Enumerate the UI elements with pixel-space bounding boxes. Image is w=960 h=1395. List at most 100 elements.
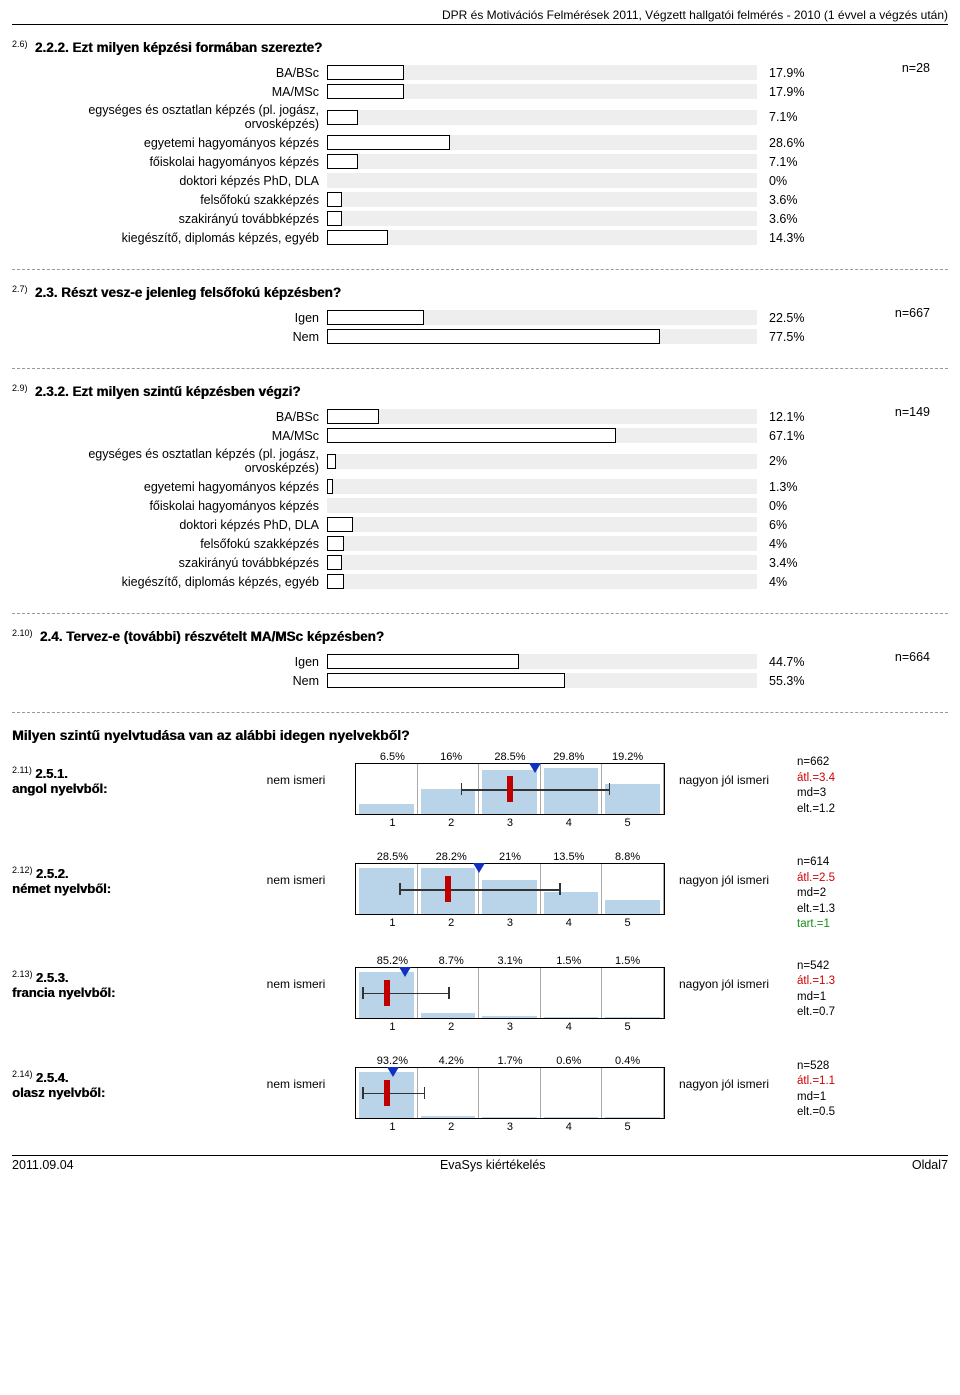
tick-cell: 2 [422,1121,481,1133]
tick-cell: 2 [422,917,481,929]
stat-line: elt.=1.3 [797,902,873,918]
histogram-chart: 28.5%28.2%21%13.5%8.8%12345 [355,851,665,929]
section-title: Milyen szintű nyelvtudása van az alábbi … [12,727,948,743]
mean-marker [399,967,411,977]
bar-label: egységes és osztatlan képzés (pl. jogász… [12,103,327,131]
histogram-column [479,1068,541,1118]
bar-track [327,110,757,125]
footer-left: 2011.09.04 [12,1158,74,1172]
bar-row: szakirányú továbbképzés3.6% [12,211,948,226]
mean-marker [387,1067,399,1077]
bar-row: BA/BSc12.1% [12,409,948,424]
divider [12,712,948,713]
confidence-interval [461,789,609,791]
median-marker [445,876,451,902]
divider [12,368,948,369]
scale-label-left: nem ismeri [237,751,355,787]
bar-label: kiegészítő, diplomás képzés, egyéb [12,231,327,245]
percent-row: 28.5%28.2%21%13.5%8.8% [355,851,665,863]
bar-chart: BA/BSc17.9% MA/MSc 17.9% egységes és osztat… [12,65,948,245]
footer-center: EvaSys kiértékelés [440,1158,546,1172]
stat-line: md=3 [797,786,873,802]
qtitle: 2.2.2. Ezt milyen képzési formában szere… [35,40,322,55]
tick-cell: 1 [363,817,422,829]
scale-label-right: nagyon jól ismeri [665,851,783,887]
n-note: n=149 [895,405,930,419]
bar-fill [327,409,379,424]
bar-percent: 17.9% [757,66,817,80]
ci-cap [362,987,364,999]
tick-cell: 2 [422,1021,481,1033]
scale-label-right: nagyon jól ismeri [665,751,783,787]
qnum: 2.6) [12,39,28,49]
qsubtitle: angol nyelvből: [12,781,107,796]
bar-track [327,329,757,344]
ci-cap [461,783,463,795]
qtitle: 2.5.2. [36,866,69,881]
histogram-bar [605,784,660,814]
bar-percent: 14.3% [757,231,817,245]
bar-fill [327,428,616,443]
bar-track [327,479,757,494]
bar-row: BA/BSc17.9% [12,65,948,80]
scale-label-right: nagyon jól ismeri [665,1055,783,1091]
bar-track [327,555,757,570]
question-2-9: 2.9) 2.3.2. Ezt milyen szintű képzésben … [12,383,948,589]
stat-line: átl.=1.1 [797,1074,873,1090]
ci-cap [399,883,401,895]
qtitle: 2.3.2. Ezt milyen szintű képzésben végzi… [35,384,301,399]
bar-track [327,173,757,188]
qtitle: 2.4. Tervez-e (további) részvételt MA/MS… [40,629,384,644]
percent-cell: 0.6% [539,1055,598,1067]
tick-cell: 5 [598,817,657,829]
mean-marker [473,863,485,873]
bar-label: doktori képzés PhD, DLA [12,174,327,188]
bar-label: doktori képzés PhD, DLA [12,518,327,532]
bar-fill [327,517,353,532]
histogram-bar [482,880,537,914]
rating-title-col: 2.14) 2.5.4.olasz nyelvből: [12,1055,237,1100]
ci-cap [609,783,611,795]
histogram-bar [544,1017,599,1018]
bar-percent: 2% [757,454,817,468]
bar-track [327,211,757,226]
rating-title-col: 2.13) 2.5.3.francia nyelvből: [12,955,237,1000]
bar-chart: Igen44.7%Nem55.3% [12,654,948,688]
tick-cell: 5 [598,1121,657,1133]
bar-row: doktori képzés PhD, DLA6% [12,517,948,532]
histogram [355,863,665,915]
bar-track [327,498,757,513]
stat-line: n=614 [797,855,873,871]
tick-row: 12345 [355,1119,665,1133]
confidence-interval [362,1093,424,1095]
bar-percent: 4% [757,537,817,551]
percent-cell: 8.8% [598,851,657,863]
histogram-bar [605,1017,660,1018]
median-marker [507,776,513,802]
percent-cell: 28.5% [363,851,422,863]
bar-percent: 77.5% [757,330,817,344]
qnum: 2.13) [12,969,33,979]
bar-fill [327,230,388,245]
bar-row: főiskolai hagyományos képzés7.1% [12,154,948,169]
bar-percent: 1.3% [757,480,817,494]
bar-label: egységes és osztatlan képzés (pl. jogász… [12,447,327,475]
qnum: 2.10) [12,628,33,638]
confidence-interval [362,993,448,995]
histogram [355,1067,665,1119]
tick-cell: 1 [363,1021,422,1033]
ci-cap [424,1087,426,1099]
histogram-column [602,1068,664,1118]
bar-row: Nem55.3% [12,673,948,688]
bar-label: szakirányú továbbképzés [12,212,327,226]
bar-fill [327,555,342,570]
page: DPR és Motivációs Felmérések 2011, Végze… [0,0,960,1182]
bar-label: BA/BSc [12,410,327,424]
bar-label: MA/MSc [12,85,327,99]
bar-percent: 4% [757,575,817,589]
percent-cell: 19.2% [598,751,657,763]
footer-right: Oldal7 [912,1158,948,1172]
bar-percent: 44.7% [757,655,817,669]
stat-line: md=1 [797,990,873,1006]
stat-line: átl.=1.3 [797,974,873,990]
